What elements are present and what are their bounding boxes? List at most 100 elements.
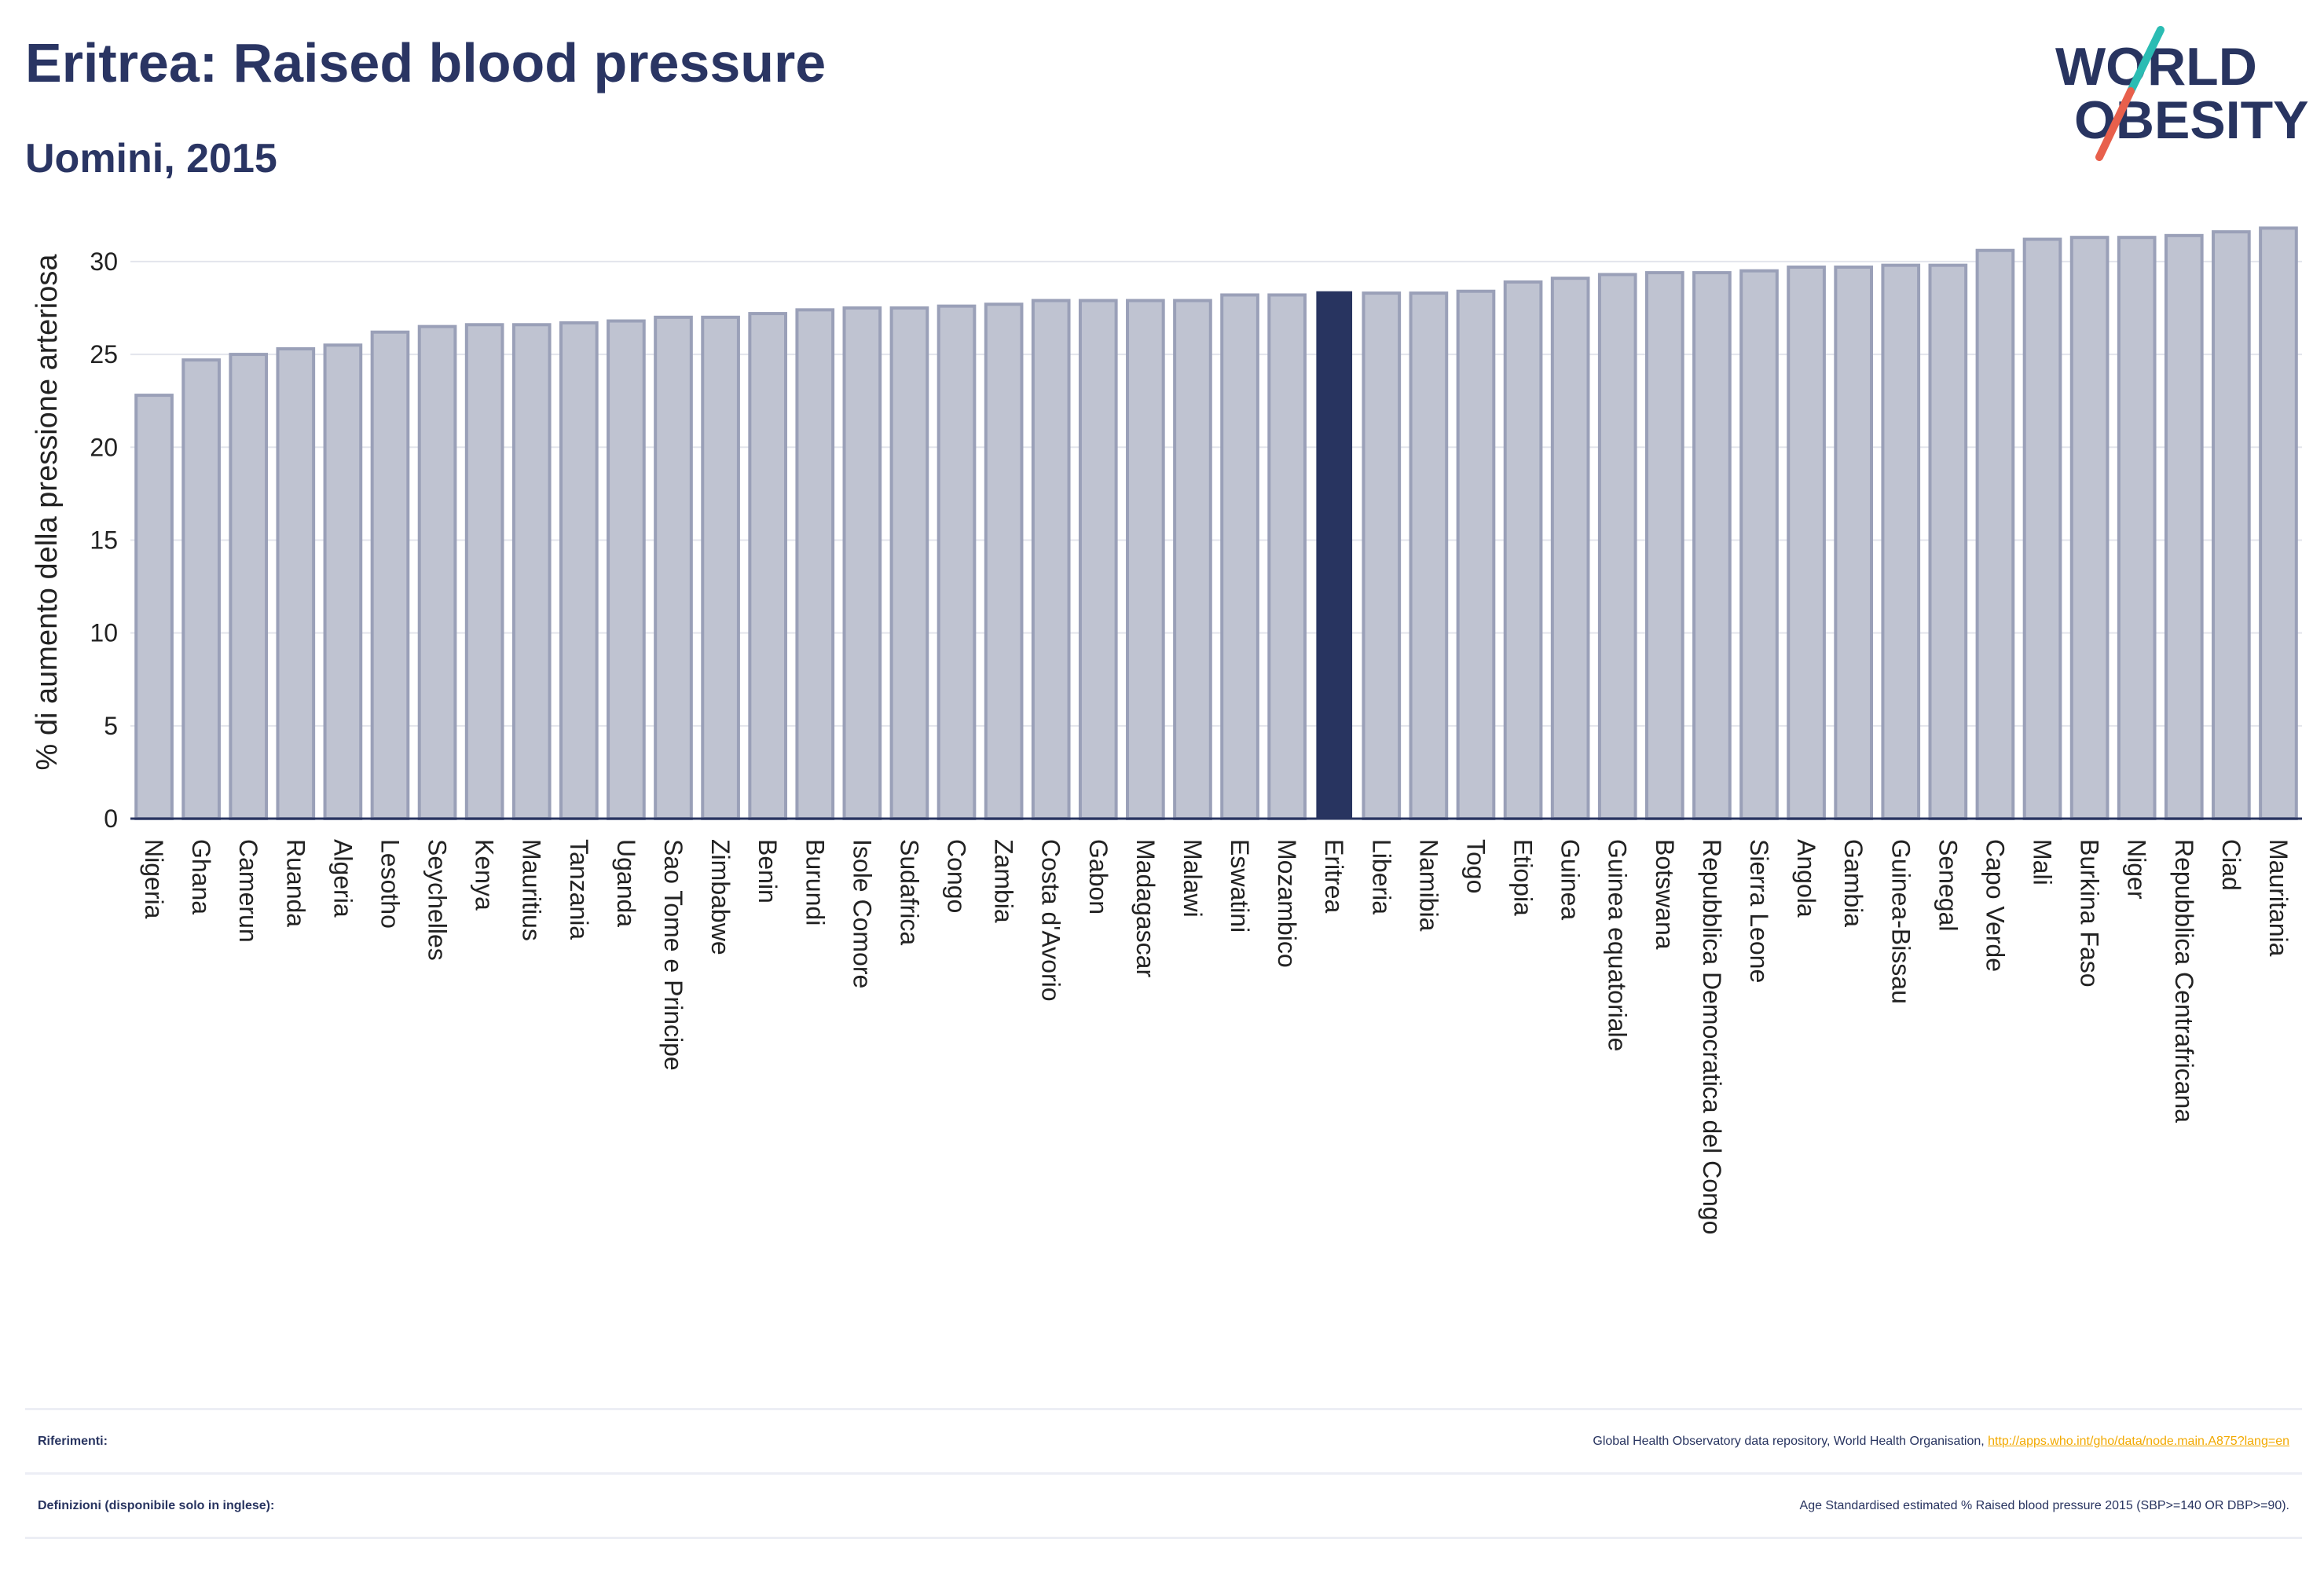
x-tick-label: Tanzania xyxy=(565,839,593,940)
bar xyxy=(229,353,269,821)
bar xyxy=(1456,289,1496,820)
x-tick-label: Angola xyxy=(1792,839,1820,918)
bar xyxy=(1220,293,1259,821)
bar xyxy=(1975,248,2015,820)
bar xyxy=(1928,263,1968,820)
y-tick-label: 20 xyxy=(90,433,118,461)
bar xyxy=(1597,273,1637,821)
references-label: Riferimenti: xyxy=(38,1435,108,1448)
y-tick-label: 30 xyxy=(90,247,118,276)
bar xyxy=(1550,277,1590,820)
y-tick-label: 5 xyxy=(104,712,118,740)
x-tick-label: Repubblica Centrafricana xyxy=(2170,839,2198,1123)
bar xyxy=(1362,291,1402,821)
references-row: Riferimenti: Global Health Observatory d… xyxy=(25,1408,2302,1473)
x-tick-label: Niger xyxy=(2123,839,2151,900)
x-tick-label: Zambia xyxy=(990,839,1018,923)
x-tick-label: Namibia xyxy=(1414,839,1442,932)
bar xyxy=(654,315,693,820)
x-tick-label: Sao Tome e Principe xyxy=(659,839,687,1071)
x-tick-label: Camerun xyxy=(234,839,262,943)
x-tick-label: Uganda xyxy=(612,839,640,927)
bar xyxy=(1031,299,1071,820)
x-tick-label: Eritrea xyxy=(1320,839,1348,913)
bar xyxy=(1126,299,1165,820)
bar xyxy=(748,312,788,821)
x-tick-label: Algeria xyxy=(328,839,357,918)
x-tick-label: Burkina Faso xyxy=(2076,839,2104,988)
bar xyxy=(842,306,882,820)
x-tick-label: Repubblica Democratica del Congo xyxy=(1698,839,1726,1234)
definitions-label: Definizioni (disponibile solo in inglese… xyxy=(38,1499,275,1512)
x-tick-label: Togo xyxy=(1461,839,1490,893)
bar xyxy=(1078,299,1118,820)
x-tick-label: Congo xyxy=(943,839,971,913)
bar xyxy=(276,347,316,820)
y-tick-label: 0 xyxy=(104,804,118,833)
x-tick-label: Guinea-Bissau xyxy=(1886,839,1915,1004)
bar xyxy=(984,302,1024,821)
bar xyxy=(2164,233,2204,820)
definitions-text: Age Standardised estimated % Raised bloo… xyxy=(1799,1499,2289,1512)
bar xyxy=(559,321,599,820)
bar xyxy=(889,306,929,820)
bar xyxy=(1692,271,1732,821)
bar xyxy=(937,304,977,820)
bar xyxy=(795,308,835,820)
chart-title: Eritrea: Raised blood pressure xyxy=(25,32,827,93)
bar xyxy=(134,394,174,821)
bar-chart: 0 5 10 15 20 25 30 % di aumento della pressione… xyxy=(31,226,2302,1234)
y-tick-label: 10 xyxy=(90,619,118,647)
bar xyxy=(370,330,410,820)
logo-slash-teal xyxy=(2127,26,2165,95)
bar xyxy=(1787,266,1826,820)
x-tick-label: Senegal xyxy=(1934,839,1962,931)
x-tick-label: Sudafrica xyxy=(895,839,923,945)
chart-subtitle: Uomini, 2015 xyxy=(25,136,277,181)
x-tick-label: Ghana xyxy=(187,839,215,914)
references-value: Global Health Observatory data repositor… xyxy=(1593,1435,2302,1449)
bar xyxy=(607,319,646,820)
bar xyxy=(323,343,363,821)
x-tick-label: Mauritania xyxy=(2264,839,2293,957)
y-tick-label: 15 xyxy=(90,526,118,554)
x-tick-label: Benin xyxy=(753,839,782,903)
bar xyxy=(464,323,504,821)
x-tick-label: Lesotho xyxy=(376,839,404,929)
bar xyxy=(181,358,221,820)
references-text: Global Health Observatory data repositor… xyxy=(1593,1435,1985,1448)
footer-divider xyxy=(25,1537,2302,1539)
world-obesity-logo: WORLD OBESITY xyxy=(2055,26,2309,161)
x-tick-label: Costa d'Avorio xyxy=(1037,839,1065,1002)
bar xyxy=(2259,226,2298,820)
x-tick-label: Capo Verde xyxy=(1981,839,2009,972)
bar xyxy=(1739,269,1779,820)
bar xyxy=(1834,266,1874,820)
x-tick-label: Guinea equatoriale xyxy=(1604,839,1632,1051)
y-tick-label: 25 xyxy=(90,340,118,368)
x-tick-label: Malawi xyxy=(1178,839,1207,918)
x-tick-label: Ciad xyxy=(2217,839,2245,891)
x-tick-label: Ruanda xyxy=(281,839,310,927)
bar xyxy=(2022,237,2062,820)
definitions-row: Definizioni (disponibile solo in inglese… xyxy=(25,1472,2302,1538)
x-tick-label: Seychelles xyxy=(423,839,452,961)
bar xyxy=(2212,230,2251,821)
references-link[interactable]: http://apps.who.int/gho/data/node.main.A… xyxy=(1988,1435,2289,1448)
x-tick-label: Zimbabwe xyxy=(706,839,735,955)
y-axis-label: % di aumento della pressione arteriosa xyxy=(31,254,64,771)
x-tick-label: Mozambico xyxy=(1273,839,1301,968)
bar xyxy=(1173,299,1212,820)
x-tick-label: Isole Comore xyxy=(848,839,876,988)
bar xyxy=(1503,280,1543,820)
logo-slash-red xyxy=(2095,87,2135,161)
x-tick-label: Nigeria xyxy=(140,839,168,919)
x-tick-label: Botswana xyxy=(1651,839,1679,950)
x-tick-label: Sierra Leone xyxy=(1745,839,1773,983)
x-tick-label: Burundi xyxy=(801,839,829,925)
x-tick-label: Guinea xyxy=(1556,839,1585,920)
x-tick-label: Gambia xyxy=(1839,839,1868,927)
bar xyxy=(1644,271,1684,821)
bar xyxy=(2117,236,2157,820)
x-tick-label: Eswatini xyxy=(1226,839,1254,933)
